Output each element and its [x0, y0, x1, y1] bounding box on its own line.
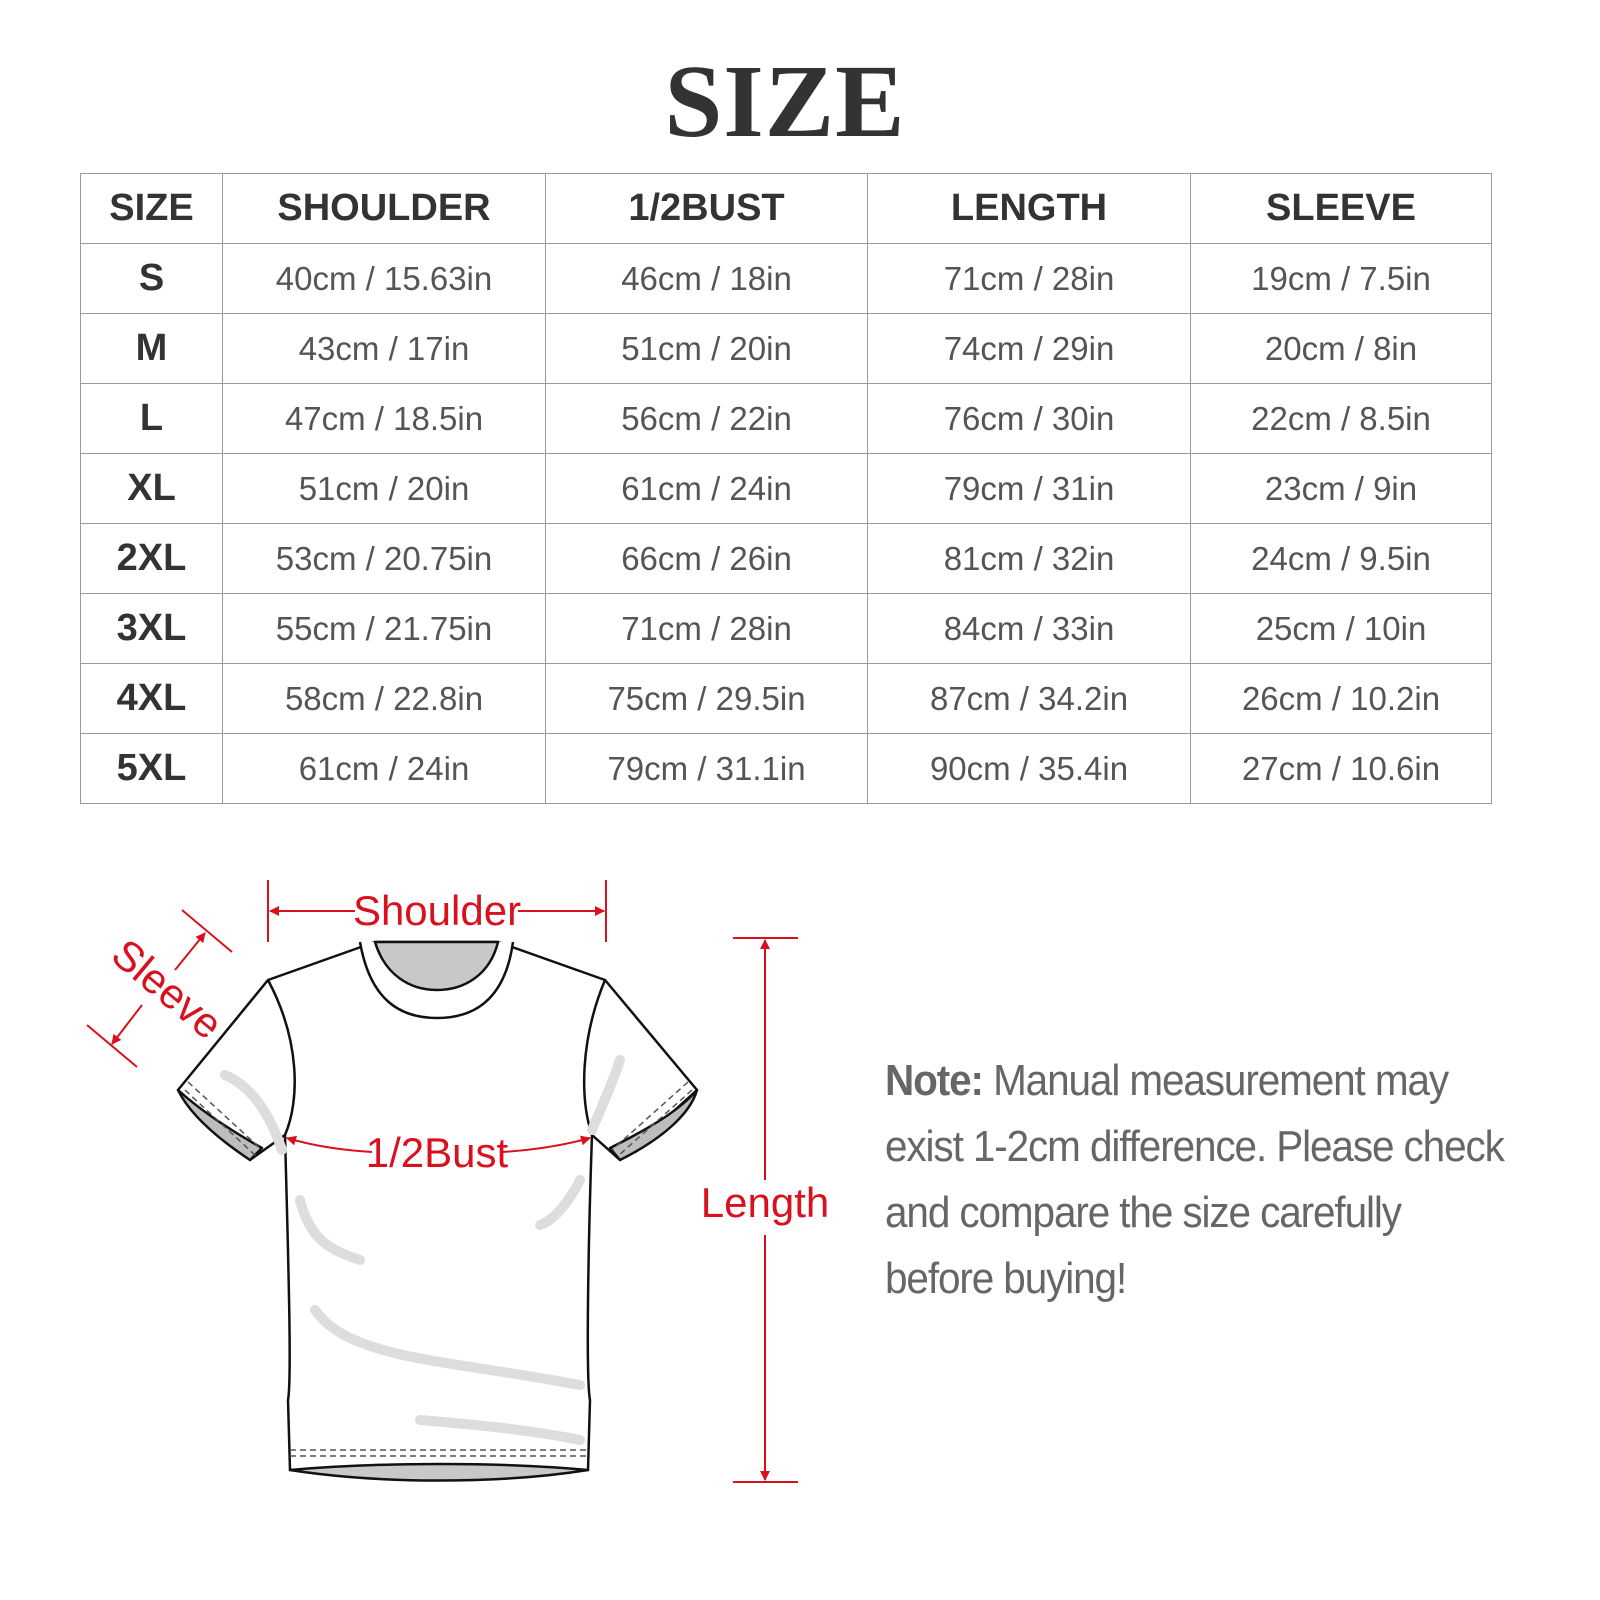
cell-size: M — [80, 313, 223, 384]
header-size: SIZE — [80, 173, 223, 244]
tshirt-illustration — [176, 940, 699, 1482]
cell-bust: 71cm / 28in — [545, 593, 868, 664]
table-row: 3XL 55cm / 21.75in 71cm / 28in 84cm / 33in 2… — [80, 593, 1492, 664]
cell-sleeve: 19cm / 7.5in — [1190, 243, 1492, 314]
header-length: LENGTH — [867, 173, 1191, 244]
measurement-annotations — [86, 880, 798, 1483]
cell-bust: 56cm / 22in — [545, 383, 868, 454]
size-table: SIZE SHOULDER 1/2BUST LENGTH SLEEVE S 40cm / … — [80, 173, 1492, 804]
cell-sleeve: 27cm / 10.6in — [1190, 733, 1492, 804]
cell-sleeve: 23cm / 9in — [1190, 453, 1492, 524]
note-label: Note: — [885, 1056, 984, 1105]
cell-shoulder: 51cm / 20in — [222, 453, 546, 524]
cell-shoulder: 53cm / 20.75in — [222, 523, 546, 594]
table-row: 2XL 53cm / 20.75in 66cm / 26in 81cm / 32in 2… — [80, 523, 1492, 594]
header-sleeve: SLEEVE — [1190, 173, 1492, 244]
cell-shoulder: 43cm / 17in — [222, 313, 546, 384]
cell-sleeve: 20cm / 8in — [1190, 313, 1492, 384]
cell-shoulder: 40cm / 15.63in — [222, 243, 546, 314]
table-row: 4XL 58cm / 22.8in 75cm / 29.5in 87cm / 34.2… — [80, 663, 1492, 734]
cell-length: 84cm / 33in — [867, 593, 1191, 664]
cell-sleeve: 25cm / 10in — [1190, 593, 1492, 664]
cell-length: 74cm / 29in — [867, 313, 1191, 384]
table-row: XL 51cm / 20in 61cm / 24in 79cm / 31in 23cm … — [80, 453, 1492, 524]
cell-size: 5XL — [80, 733, 223, 804]
cell-shoulder: 61cm / 24in — [222, 733, 546, 804]
cell-length: 76cm / 30in — [867, 383, 1191, 454]
cell-bust: 79cm / 31.1in — [545, 733, 868, 804]
page-title: SIZE — [664, 44, 906, 159]
length-label: Length — [701, 1179, 829, 1226]
cell-shoulder: 58cm / 22.8in — [222, 663, 546, 734]
cell-size: L — [80, 383, 223, 454]
note-text: Manual measurement may exist 1-2cm diffe… — [885, 1056, 1505, 1303]
cell-shoulder: 55cm / 21.75in — [222, 593, 546, 664]
cell-size: 4XL — [80, 663, 223, 734]
cell-length: 81cm / 32in — [867, 523, 1191, 594]
cell-bust: 61cm / 24in — [545, 453, 868, 524]
shoulder-label: Shoulder — [353, 887, 521, 934]
cell-size: S — [80, 243, 223, 314]
cell-sleeve: 24cm / 9.5in — [1190, 523, 1492, 594]
table-row: 5XL 61cm / 24in 79cm / 31.1in 90cm / 35.4in… — [80, 733, 1492, 804]
table-row: S 40cm / 15.63in 46cm / 18in 71cm / 28in 19c… — [80, 243, 1492, 314]
bust-label: 1/2Bust — [366, 1129, 509, 1176]
cell-sleeve: 26cm / 10.2in — [1190, 663, 1492, 734]
cell-sleeve: 22cm / 8.5in — [1190, 383, 1492, 454]
header-bust: 1/2BUST — [545, 173, 868, 244]
cell-size: 3XL — [80, 593, 223, 664]
cell-bust: 51cm / 20in — [545, 313, 868, 384]
table-row: M 43cm / 17in 51cm / 20in 74cm / 29in 20cm /… — [80, 313, 1492, 384]
table-header-row: SIZE SHOULDER 1/2BUST LENGTH SLEEVE — [80, 173, 1492, 244]
table-row: L 47cm / 18.5in 56cm / 22in 76cm / 30in 22cm… — [80, 383, 1492, 454]
cell-size: XL — [80, 453, 223, 524]
measurement-note: Note: Manual measurement may exist 1-2cm… — [885, 1048, 1511, 1312]
cell-bust: 75cm / 29.5in — [545, 663, 868, 734]
cell-length: 90cm / 35.4in — [867, 733, 1191, 804]
cell-bust: 46cm / 18in — [545, 243, 868, 314]
cell-bust: 66cm / 26in — [545, 523, 868, 594]
cell-length: 71cm / 28in — [867, 243, 1191, 314]
